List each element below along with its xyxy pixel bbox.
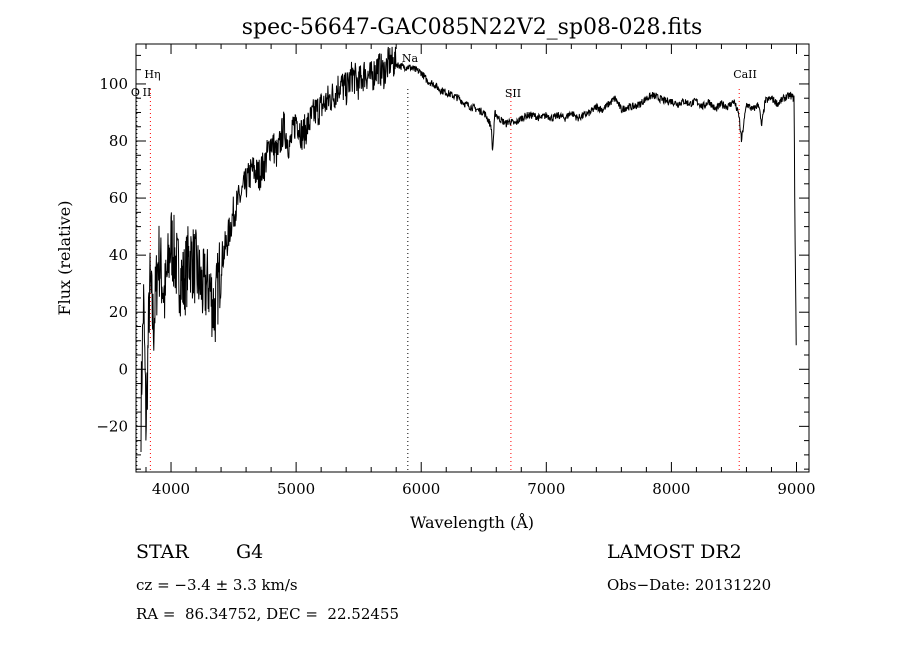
plot-frame [135, 43, 810, 473]
x-tick-label: 8000 [652, 480, 690, 498]
coordinates: RA = 86.34752, DEC = 22.52455 [136, 605, 400, 623]
line-marker-label: CaII [733, 68, 757, 81]
line-marker-label: Hη [144, 68, 160, 81]
x-tick-label: 4000 [152, 480, 190, 498]
y-tick-label: 60 [109, 189, 128, 207]
spectrum-series [140, 46, 797, 453]
emission-line-markers: O II Hη Na SII CaII [131, 52, 757, 472]
y-tick-label: 40 [109, 246, 128, 264]
line-marker-label: O II [131, 86, 151, 99]
x-tick-label: 9000 [777, 480, 815, 498]
survey-name: LAMOST DR2 [607, 541, 742, 563]
object-type: STAR [136, 541, 189, 563]
x-tick-label: 7000 [527, 480, 565, 498]
spectrum-line [140, 46, 797, 453]
line-marker-label: Na [402, 52, 419, 65]
obs-date: Obs−Date: 20131220 [607, 576, 772, 594]
y-tick-label: 80 [109, 132, 128, 150]
line-marker-label: SII [505, 87, 521, 100]
chart-title: spec-56647-GAC085N22V2_sp08-028.fits [242, 15, 703, 40]
y-axis-label: Flux (relative) [55, 201, 74, 316]
y-tick-label: 0 [118, 360, 128, 378]
x-tick-label: 5000 [277, 480, 315, 498]
axis-tick-labels: 4000 5000 6000 7000 8000 9000 −20 0 20 40 60 80 100 [96, 75, 815, 498]
y-tick-label: 100 [99, 75, 128, 93]
y-tick-label: 20 [109, 303, 128, 321]
redshift-text: cz = −3.4 ± 3.3 km/s [136, 576, 298, 594]
x-axis-label: Wavelength (Å) [410, 512, 534, 532]
spectral-subclass: G4 [236, 541, 264, 563]
y-tick-label: −20 [96, 417, 128, 435]
x-tick-label: 6000 [402, 480, 440, 498]
